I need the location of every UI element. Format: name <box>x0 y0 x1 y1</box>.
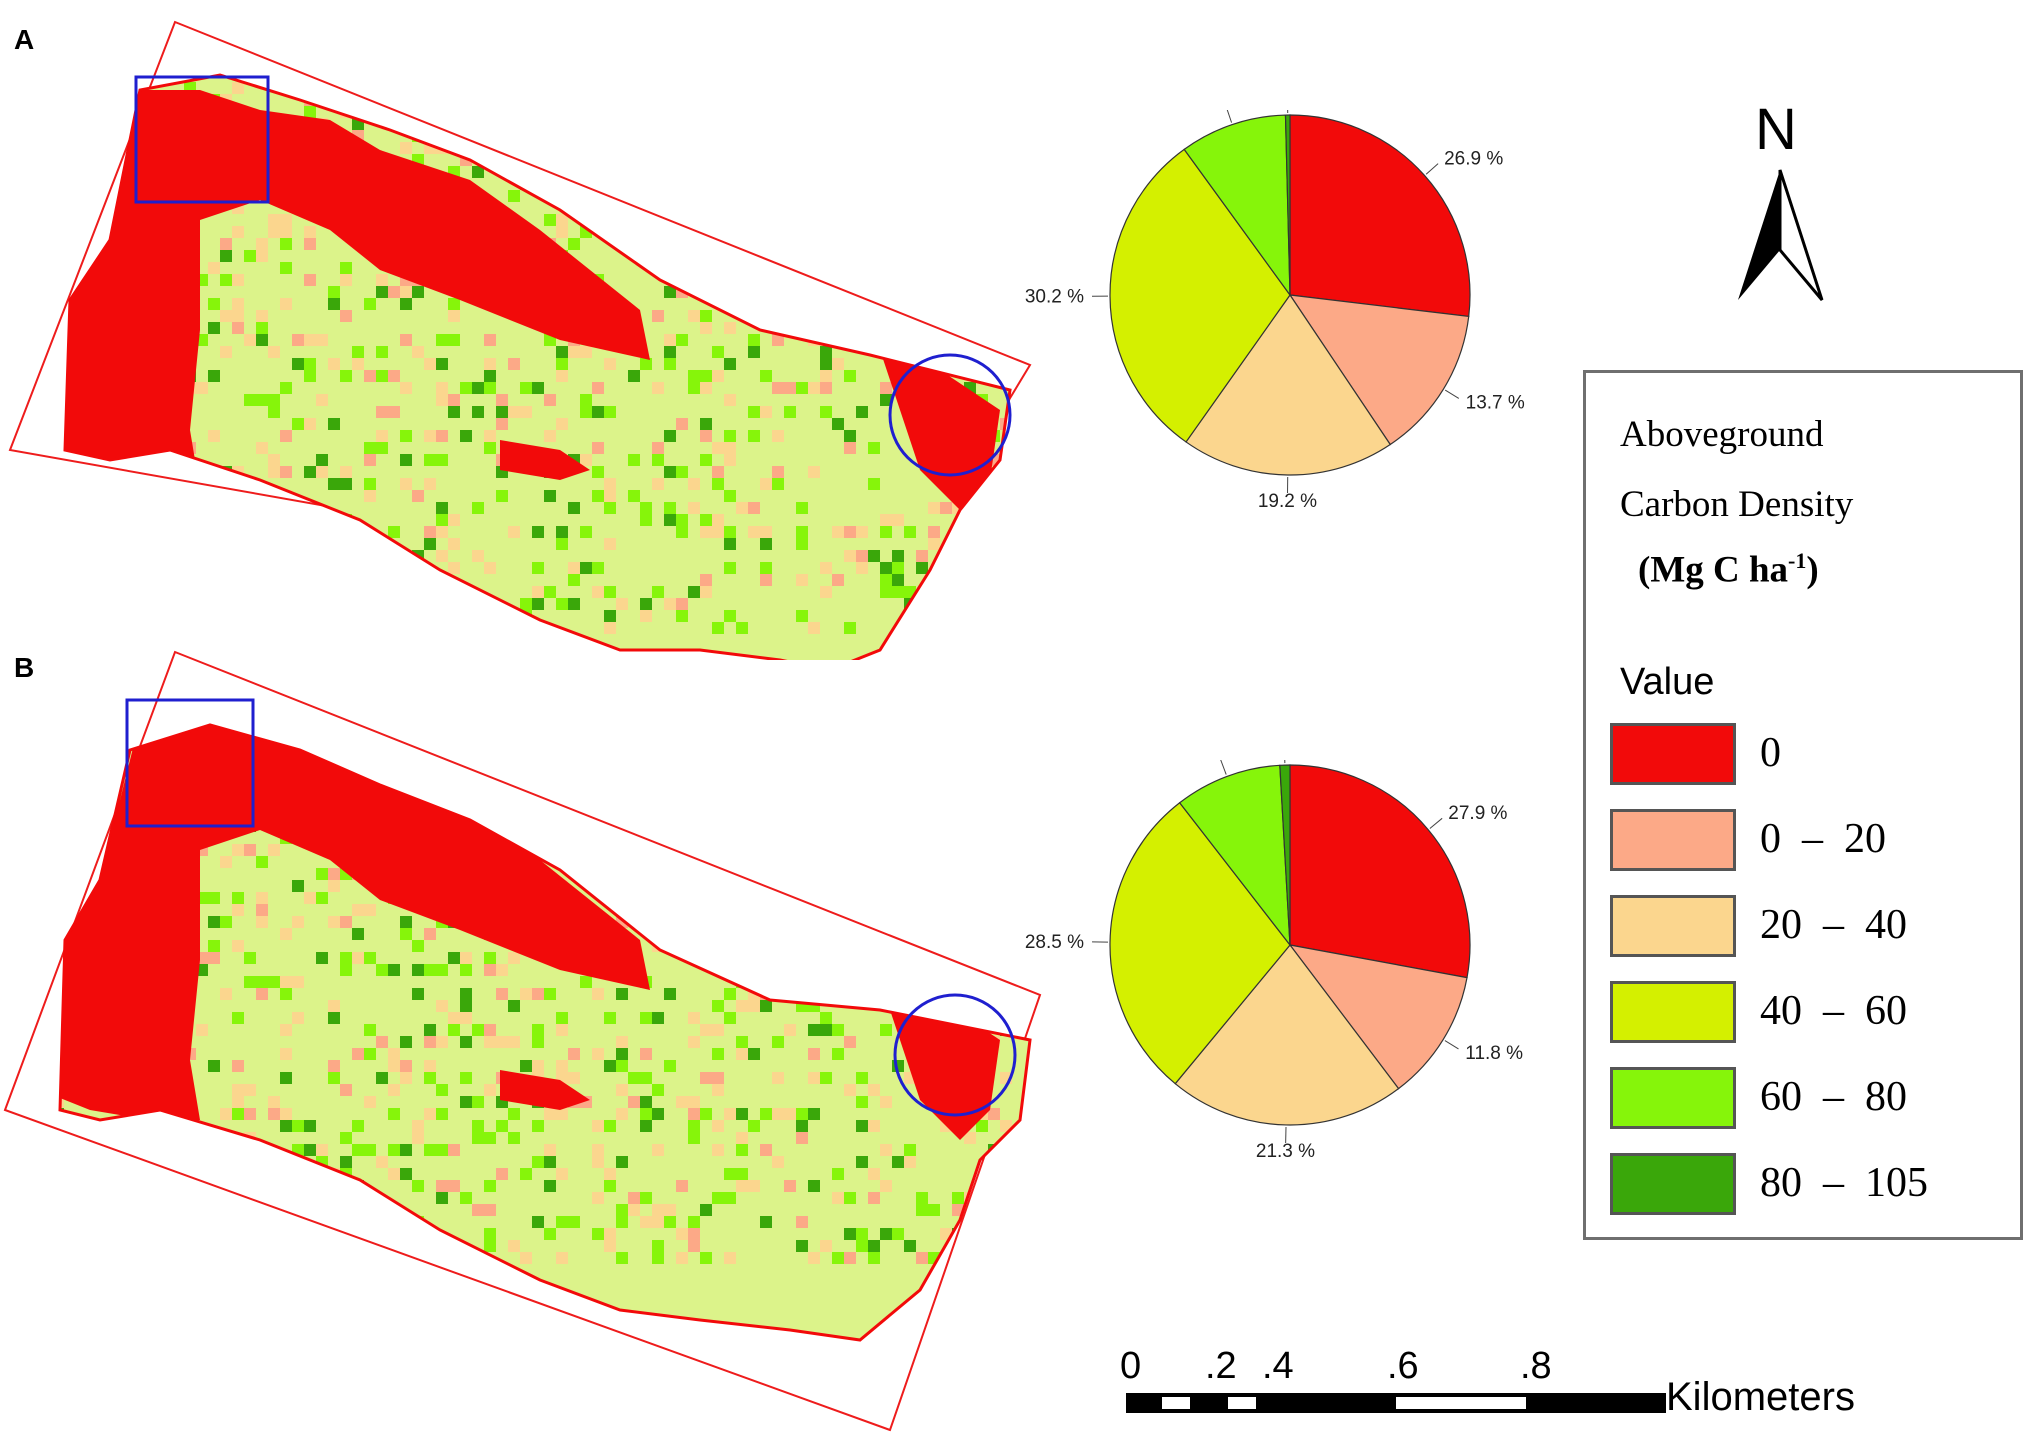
pie-leader-line <box>1445 1041 1459 1049</box>
legend-label: 0 – 20 <box>1760 815 1886 863</box>
legend-swatch <box>1610 723 1736 785</box>
pie-percent-label: 28.5 % <box>1025 932 1084 953</box>
scale-tick-0-4: .4 <box>1262 1345 1294 1388</box>
pie-percent-label: 21.3 % <box>1256 1141 1315 1162</box>
pie-percent-label: 19.2 % <box>1258 491 1317 512</box>
legend-label: 20 – 40 <box>1760 901 1907 949</box>
legend-item: 0 <box>1610 723 2030 789</box>
legend-item: 60 – 80 <box>1610 1067 2030 1133</box>
legend-swatch <box>1610 1067 1736 1129</box>
study-area <box>40 700 1030 1340</box>
legend-label: 0 <box>1760 729 1781 777</box>
scale-tick-0-2: .2 <box>1205 1345 1237 1388</box>
pie-percent-label: 30.2 % <box>1025 286 1084 307</box>
pie-percent-label: 9.6 % <box>1169 760 1218 763</box>
legend-item: 0 – 20 <box>1610 809 2030 875</box>
pie-leader-line <box>1426 164 1438 175</box>
legend-swatch <box>1610 809 1736 871</box>
north-arrow-icon <box>1720 100 1840 320</box>
legend-unit-text: (Mg C ha <box>1638 549 1788 590</box>
scale-tick-0-8: .8 <box>1520 1345 1552 1388</box>
pie-leader-line <box>1221 760 1227 775</box>
legend-unit-exponent: -1 <box>1788 548 1806 573</box>
pie-slice <box>1290 115 1470 316</box>
legend-label: 40 – 60 <box>1760 987 1907 1035</box>
scale-bar: 0 .2 .4 .6 .8 <box>1120 1345 2020 1425</box>
legend-item: 40 – 60 <box>1610 981 2030 1047</box>
legend: Aboveground Carbon Density (Mg C ha-1) V… <box>1583 370 2023 1240</box>
pie-chart-b: 27.9 %11.8 %21.3 %28.5 %9.6 %0.9 % <box>1000 760 1560 1210</box>
pie-chart-a: 26.9 %13.7 %19.2 %30.2 %9.6 %0.4 % <box>1000 110 1560 560</box>
legend-value-header: Value <box>1620 661 1714 704</box>
legend-unit-close: ) <box>1806 549 1818 590</box>
pie-percent-label: 26.9 % <box>1444 148 1503 169</box>
legend-label: 80 – 105 <box>1760 1159 1928 1207</box>
scale-bar-graphic <box>1126 1391 1666 1415</box>
pie-slice <box>1290 765 1470 978</box>
pie-leader-line <box>1445 390 1459 398</box>
legend-swatch <box>1610 895 1736 957</box>
study-area <box>40 70 1012 660</box>
pie-percent-label: 13.7 % <box>1466 393 1525 414</box>
scale-bar-unit: Kilometers <box>1666 1375 1855 1420</box>
legend-title-line1: Aboveground <box>1620 413 1823 456</box>
legend-unit: (Mg C ha-1) <box>1638 548 1819 591</box>
legend-title-line2: Carbon Density <box>1620 483 1853 526</box>
carbon-density-map-b <box>0 640 1060 1450</box>
scale-tick-0-6: .6 <box>1387 1345 1419 1388</box>
pie-percent-label: 9.6 % <box>1175 110 1224 111</box>
carbon-density-map-a <box>0 10 1060 660</box>
legend-label: 60 – 80 <box>1760 1073 1907 1121</box>
pie-percent-label: 27.9 % <box>1448 803 1507 824</box>
pie-leader-line <box>1430 818 1442 828</box>
legend-swatch <box>1610 981 1736 1043</box>
legend-item: 80 – 105 <box>1610 1153 2030 1219</box>
pie-leader-line <box>1226 110 1231 123</box>
scale-tick-0: 0 <box>1120 1345 1141 1388</box>
pie-percent-label: 11.8 % <box>1465 1043 1523 1064</box>
legend-swatch <box>1610 1153 1736 1215</box>
legend-item: 20 – 40 <box>1610 895 2030 961</box>
